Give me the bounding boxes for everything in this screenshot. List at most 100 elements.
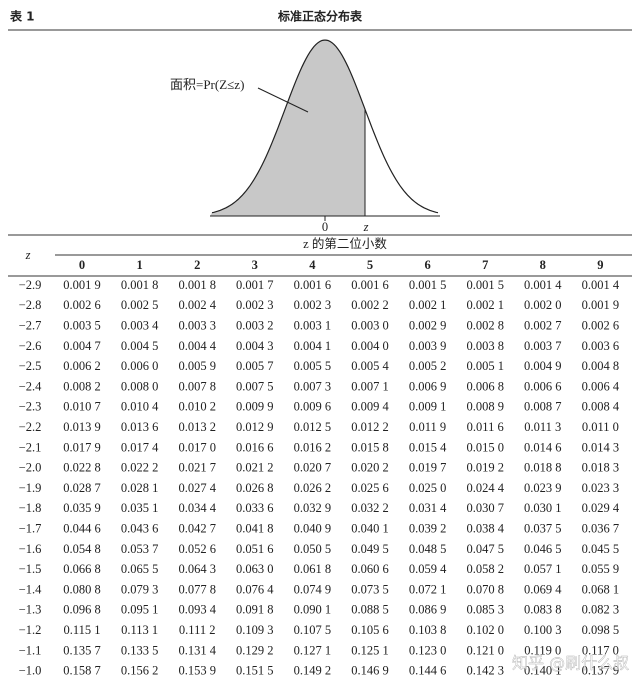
table-cell: 0.016 2 xyxy=(294,440,332,454)
table-cell: 0.014 6 xyxy=(524,440,562,454)
table-cell: 0.119 0 xyxy=(524,643,561,657)
table-cell: 0.008 2 xyxy=(63,379,101,393)
table-cell: 0.093 4 xyxy=(178,603,216,617)
table-cell: 0.001 6 xyxy=(294,278,332,292)
table-cell: 0.031 4 xyxy=(409,501,447,515)
row-label: −2.7 xyxy=(19,318,42,332)
shaded-area xyxy=(210,40,365,216)
table-cell: 0.069 4 xyxy=(524,582,562,596)
table-cell: 0.003 4 xyxy=(121,318,159,332)
table-cell: 0.113 1 xyxy=(121,623,158,637)
table-cell: 0.004 7 xyxy=(63,339,101,353)
table-cell: 0.050 5 xyxy=(294,542,332,556)
table-cell: 0.002 5 xyxy=(121,298,159,312)
table-cell: 0.025 6 xyxy=(351,481,389,495)
table-cell: 0.004 0 xyxy=(351,339,389,353)
table-cell: 0.002 4 xyxy=(178,298,216,312)
row-label: −1.4 xyxy=(19,582,42,596)
row-header: z xyxy=(25,248,31,262)
table-cell: 0.048 5 xyxy=(409,542,447,556)
table-cell: 0.008 9 xyxy=(466,400,504,414)
table-cell: 0.040 9 xyxy=(294,521,332,535)
table-cell: 0.003 9 xyxy=(409,339,447,353)
table-cell: 0.117 0 xyxy=(582,643,619,657)
table-cell: 0.011 3 xyxy=(524,420,561,434)
table-cell: 0.064 3 xyxy=(178,562,216,576)
table-cell: 0.002 6 xyxy=(582,318,620,332)
table-cell: 0.035 9 xyxy=(63,501,101,515)
column-header: 6 xyxy=(424,258,430,272)
table-cell: 0.091 8 xyxy=(236,603,274,617)
table-cell: 0.019 7 xyxy=(409,461,447,475)
row-label: −2.8 xyxy=(19,298,42,312)
table-cell: 0.051 6 xyxy=(236,542,274,556)
table-cell: 0.003 2 xyxy=(236,318,274,332)
table-cell: 0.005 9 xyxy=(178,359,216,373)
table-cell: 0.088 5 xyxy=(351,603,389,617)
table-cell: 0.036 7 xyxy=(582,521,620,535)
table-cell: 0.076 4 xyxy=(236,582,274,596)
table-cell: 0.095 1 xyxy=(121,603,159,617)
table-cell: 0.003 1 xyxy=(294,318,332,332)
row-label: −2.0 xyxy=(19,461,42,475)
table-cell: 0.009 1 xyxy=(409,400,447,414)
table-cell: 0.030 1 xyxy=(524,501,562,515)
table-cell: 0.003 0 xyxy=(351,318,389,332)
table-cell: 0.125 1 xyxy=(351,643,389,657)
row-label: −1.7 xyxy=(19,521,42,535)
table-cell: 0.005 5 xyxy=(294,359,332,373)
table-cell: 0.002 0 xyxy=(524,298,562,312)
table-cell: 0.010 4 xyxy=(121,400,159,414)
table-cell: 0.039 2 xyxy=(409,521,447,535)
table-cell: 0.127 1 xyxy=(294,643,332,657)
table-cell: 0.059 4 xyxy=(409,562,447,576)
table-cell: 0.046 5 xyxy=(524,542,562,556)
table-cell: 0.020 2 xyxy=(351,461,389,475)
table-cell: 0.086 9 xyxy=(409,603,447,617)
table-cell: 0.151 5 xyxy=(236,664,274,678)
table-cell: 0.005 2 xyxy=(409,359,447,373)
table-cell: 0.100 3 xyxy=(524,623,562,637)
table-cell: 0.018 3 xyxy=(582,461,620,475)
table-cell: 0.001 9 xyxy=(582,298,620,312)
table-cell: 0.002 3 xyxy=(294,298,332,312)
table-cell: 0.010 2 xyxy=(178,400,216,414)
row-label: −1.9 xyxy=(19,481,42,495)
row-label: −1.8 xyxy=(19,501,42,515)
table-cell: 0.002 6 xyxy=(63,298,101,312)
table-cell: 0.004 5 xyxy=(121,339,159,353)
table-cell: 0.026 8 xyxy=(236,481,274,495)
table-cell: 0.057 1 xyxy=(524,562,562,576)
table-cell: 0.030 7 xyxy=(466,501,504,515)
row-label: −2.2 xyxy=(19,420,42,434)
table-cell: 0.028 7 xyxy=(63,481,101,495)
leader-line xyxy=(257,87,309,113)
table-cell: 0.008 0 xyxy=(121,379,159,393)
table-cell: 0.096 8 xyxy=(63,603,101,617)
table-cell: 0.001 7 xyxy=(236,278,274,292)
column-header: 9 xyxy=(597,258,603,272)
table-cell: 0.034 4 xyxy=(178,501,216,515)
table-cell: 0.107 5 xyxy=(294,623,332,637)
table-cell: 0.003 7 xyxy=(524,339,562,353)
table-cell: 0.020 7 xyxy=(294,461,332,475)
table-cell: 0.015 0 xyxy=(466,440,504,454)
table-cell: 0.007 8 xyxy=(178,379,216,393)
table-cell: 0.083 8 xyxy=(524,603,562,617)
row-label: −2.9 xyxy=(19,278,42,292)
table-cell: 0.006 2 xyxy=(63,359,101,373)
table-cell: 0.033 6 xyxy=(236,501,274,515)
table-cell: 0.006 8 xyxy=(466,379,504,393)
table-cell: 0.027 4 xyxy=(178,481,216,495)
table-cell: 0.156 2 xyxy=(121,664,159,678)
table-cell: 0.001 8 xyxy=(121,278,159,292)
table-cell: 0.007 3 xyxy=(294,379,332,393)
table-cell: 0.005 1 xyxy=(466,359,504,373)
table-cell: 0.137 9 xyxy=(582,664,620,678)
table-cell: 0.003 6 xyxy=(582,339,620,353)
table-cell: 0.070 8 xyxy=(466,582,504,596)
table-cell: 0.024 4 xyxy=(466,481,504,495)
watermark: 知乎 @刷什么叔 xyxy=(512,654,629,673)
table-cell: 0.158 7 xyxy=(63,664,101,678)
